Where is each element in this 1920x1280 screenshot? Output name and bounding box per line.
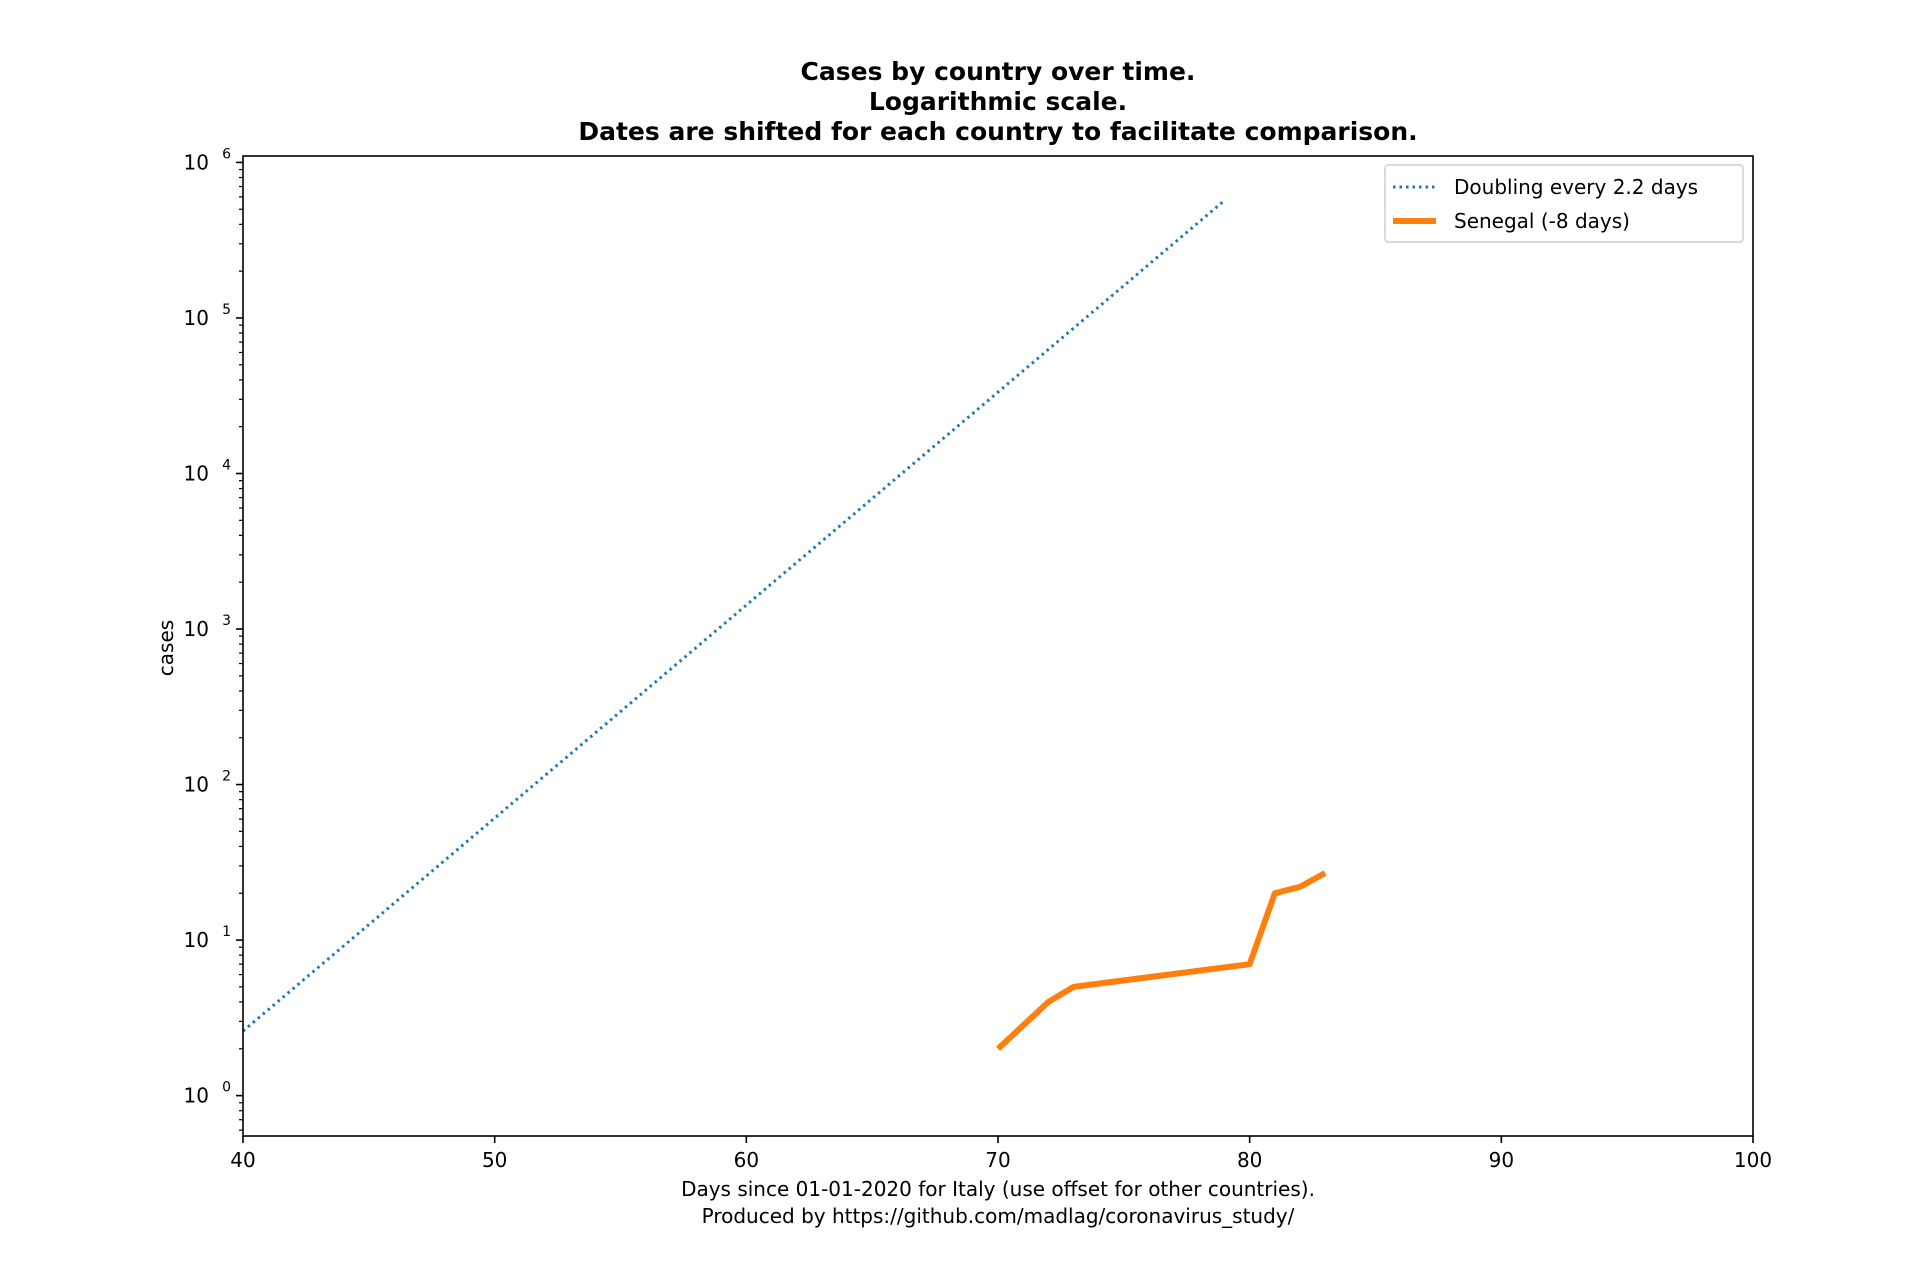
y-tick-exponent: 4 [222, 457, 231, 473]
x-tick-label: 70 [985, 1148, 1010, 1172]
y-axis-label: cases [154, 620, 178, 676]
x-tick-label: 100 [1734, 1148, 1772, 1172]
x-axis-label-line: Produced by https://github.com/madlag/co… [702, 1204, 1295, 1228]
y-axis: 10 0 10 1 10 2 10 3 10 4 10 5 10 6 [184, 146, 243, 1131]
y-tick-exponent: 3 [222, 613, 231, 629]
series-group [243, 199, 1327, 1051]
y-tick-exponent: 6 [222, 146, 231, 162]
chart-title: Cases by country over time.Logarithmic s… [578, 57, 1417, 146]
x-tick-label: 60 [734, 1148, 759, 1172]
y-tick-label: 10 [184, 617, 209, 641]
x-axis: 40 50 60 70 80 90 100 [230, 1136, 1772, 1172]
legend-entry-label: Doubling every 2.2 days [1454, 175, 1698, 199]
y-tick-label: 10 [184, 306, 209, 330]
senegal-series-line [995, 870, 1327, 1051]
chart-title-line: Cases by country over time. [801, 57, 1196, 86]
y-tick-label: 10 [184, 461, 209, 485]
x-tick-label: 50 [482, 1148, 507, 1172]
chart-title-line: Logarithmic scale. [869, 87, 1127, 116]
plot-frame [242, 155, 1754, 1137]
x-tick-label: 40 [230, 1148, 255, 1172]
x-tick-label: 90 [1489, 1148, 1514, 1172]
y-tick-label: 10 [184, 1084, 209, 1108]
x-tick-label: 80 [1237, 1148, 1262, 1172]
legend: Doubling every 2.2 days Senegal (-8 days) [1384, 164, 1744, 243]
y-tick-exponent: 1 [222, 924, 231, 940]
legend-box [1384, 164, 1744, 243]
y-tick-label: 10 [184, 150, 209, 174]
y-tick-exponent: 0 [222, 1080, 231, 1096]
y-tick-exponent: 5 [222, 302, 231, 318]
plot-area [242, 155, 1754, 1137]
legend-entry-label: Senegal (-8 days) [1454, 209, 1630, 233]
y-tick-label: 10 [184, 773, 209, 797]
y-tick-label: 10 [184, 928, 209, 952]
x-axis-label-line: Days since 01-01-2020 for Italy (use off… [681, 1177, 1315, 1201]
y-tick-exponent: 2 [222, 769, 231, 785]
doubling-reference-line [243, 199, 1226, 1033]
chart-title-line: Dates are shifted for each country to fa… [578, 117, 1417, 146]
x-axis-label: Days since 01-01-2020 for Italy (use off… [681, 1177, 1315, 1228]
